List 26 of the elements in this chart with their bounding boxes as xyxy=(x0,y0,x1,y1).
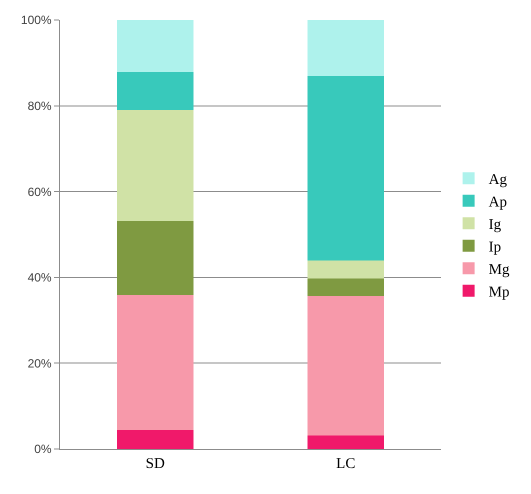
y-tick-label: 0% xyxy=(34,442,52,456)
y-tick-label: 20% xyxy=(28,356,52,370)
bar xyxy=(117,72,194,110)
bar xyxy=(308,260,384,279)
bar xyxy=(308,296,384,436)
bar xyxy=(308,76,384,261)
bar xyxy=(117,220,194,295)
bar xyxy=(117,20,194,72)
bar xyxy=(117,430,194,449)
bar xyxy=(117,110,194,221)
bar xyxy=(308,435,384,449)
x-tick-label: SD xyxy=(146,456,165,472)
bar xyxy=(308,20,384,76)
y-tick-label: 100% xyxy=(20,13,52,28)
legend-label: Mp xyxy=(488,284,510,301)
y-tick-label: 40% xyxy=(28,270,52,285)
y-tick-label: 60% xyxy=(28,184,52,199)
legend-label: Ag xyxy=(488,172,508,188)
legend-label: Ap xyxy=(488,194,507,211)
x-tick-label: LC xyxy=(336,456,356,472)
legend-label: Mg xyxy=(488,262,510,278)
legend-label: Ip xyxy=(488,240,502,256)
y-tick-label: 80% xyxy=(28,99,52,113)
legend-label: Ig xyxy=(488,217,502,234)
bar xyxy=(308,278,384,296)
bar xyxy=(117,294,194,430)
